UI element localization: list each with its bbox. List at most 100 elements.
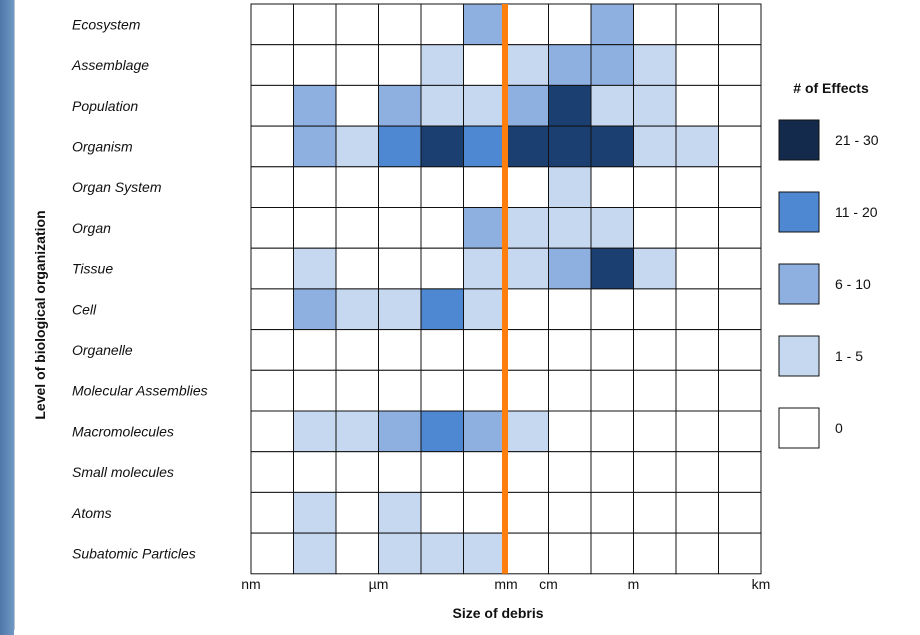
heatmap-cell (378, 451, 422, 493)
heatmap-cell (420, 288, 464, 331)
heatmap-cell (420, 451, 464, 493)
heatmap-cell (250, 329, 294, 371)
legend-label: 6 - 10 (835, 276, 871, 292)
heatmap-cell (675, 288, 719, 331)
x-tick-label: cm (539, 576, 558, 592)
heatmap-cell (335, 491, 379, 534)
heatmap-cell (505, 329, 549, 371)
heatmap-cell (675, 84, 719, 127)
row-label: Macromolecules (72, 423, 174, 439)
heatmap-cell (505, 491, 549, 534)
heatmap-cell (633, 3, 677, 46)
heatmap-cell (463, 166, 507, 209)
heatmap-cell (420, 166, 464, 209)
row-label: Cell (72, 301, 97, 317)
heatmap-cell (293, 451, 337, 493)
heatmap-cell (548, 207, 592, 249)
heatmap-cell (463, 3, 507, 46)
heatmap-cell (505, 3, 549, 46)
heatmap-cell (463, 369, 507, 412)
heatmap-cell (590, 491, 634, 534)
heatmap-cell (590, 207, 634, 249)
heatmap-cell (590, 44, 634, 86)
heatmap-cell (718, 288, 762, 331)
heatmap-cell (548, 532, 592, 575)
row-label: Atoms (71, 505, 112, 521)
heatmap-cell (718, 247, 762, 290)
heatmap-cell (378, 125, 422, 168)
heatmap-cell (633, 207, 677, 249)
heatmap-cell (250, 369, 294, 412)
row-label: Population (72, 98, 138, 114)
heatmap-cell (293, 166, 337, 209)
heatmap-cell (548, 84, 592, 127)
heatmap-cell (590, 369, 634, 412)
legend-swatch (778, 119, 820, 161)
heatmap-cell (505, 125, 549, 168)
heatmap-cell (590, 166, 634, 209)
row-label: Ecosystem (72, 16, 141, 32)
legend-title: # of Effects (793, 80, 869, 96)
heatmap-cell (378, 369, 422, 412)
heatmap-cell (590, 3, 634, 46)
heatmap-cell (463, 410, 507, 453)
heatmap-cell (250, 451, 294, 493)
x-tick-label: km (752, 576, 771, 592)
heatmap-cell (505, 166, 549, 209)
heatmap-cell (293, 532, 337, 575)
x-tick-label: m (628, 576, 640, 592)
heatmap-cell (505, 84, 549, 127)
heatmap-cell (633, 329, 677, 371)
row-label: Molecular Assemblies (72, 383, 208, 399)
heatmap-cell (463, 207, 507, 249)
heatmap-cell (675, 369, 719, 412)
heatmap-cell (378, 166, 422, 209)
heatmap-cell (505, 451, 549, 493)
heatmap-cell (335, 207, 379, 249)
heatmap-cell (548, 369, 592, 412)
heatmap-cell (250, 247, 294, 290)
legend: # of Effects 21 - 30 11 - 20 6 - 10 1 - 5 0 (778, 80, 879, 449)
x-axis-title: Size of debris (452, 605, 543, 621)
heatmap-cell (718, 410, 762, 453)
heatmap-cell (250, 44, 294, 86)
heatmap-cell (675, 3, 719, 46)
heatmap-cell (675, 329, 719, 371)
heatmap-cell (335, 410, 379, 453)
heatmap-cell (293, 410, 337, 453)
heatmap-cell (420, 410, 464, 453)
heatmap-cell (718, 84, 762, 127)
heatmap-cell (378, 288, 422, 331)
heatmap-cell (675, 532, 719, 575)
heatmap-cell (548, 3, 592, 46)
heatmap-cell (463, 329, 507, 371)
heatmap-cell (463, 247, 507, 290)
heatmap-cell (675, 166, 719, 209)
heatmap-cell (293, 491, 337, 534)
heatmap-cell (505, 288, 549, 331)
heatmap-cell (718, 125, 762, 168)
heatmap-cell (548, 288, 592, 331)
heatmap-cell (675, 44, 719, 86)
heatmap-cell (293, 44, 337, 86)
heatmap-cell (420, 532, 464, 575)
heatmap-cell (590, 288, 634, 331)
heatmap-cell (633, 288, 677, 331)
heatmap-cell (548, 44, 592, 86)
heatmap-cell (718, 207, 762, 249)
row-label: Organ (72, 220, 111, 236)
heatmap-cell (633, 84, 677, 127)
heatmap-cell (633, 451, 677, 493)
heatmap-cell (505, 410, 549, 453)
heatmap-cell (378, 410, 422, 453)
heatmap-cell (250, 125, 294, 168)
row-label: Small molecules (72, 464, 174, 480)
heatmap-cell (335, 44, 379, 86)
heatmap-cell (675, 410, 719, 453)
heatmap-cell (718, 329, 762, 371)
heatmap-cell (250, 491, 294, 534)
heatmap-cell (378, 532, 422, 575)
heatmap-cell (548, 451, 592, 493)
x-tick-labels: nm µm mm cm m km (241, 576, 770, 592)
heatmap-cell (590, 451, 634, 493)
